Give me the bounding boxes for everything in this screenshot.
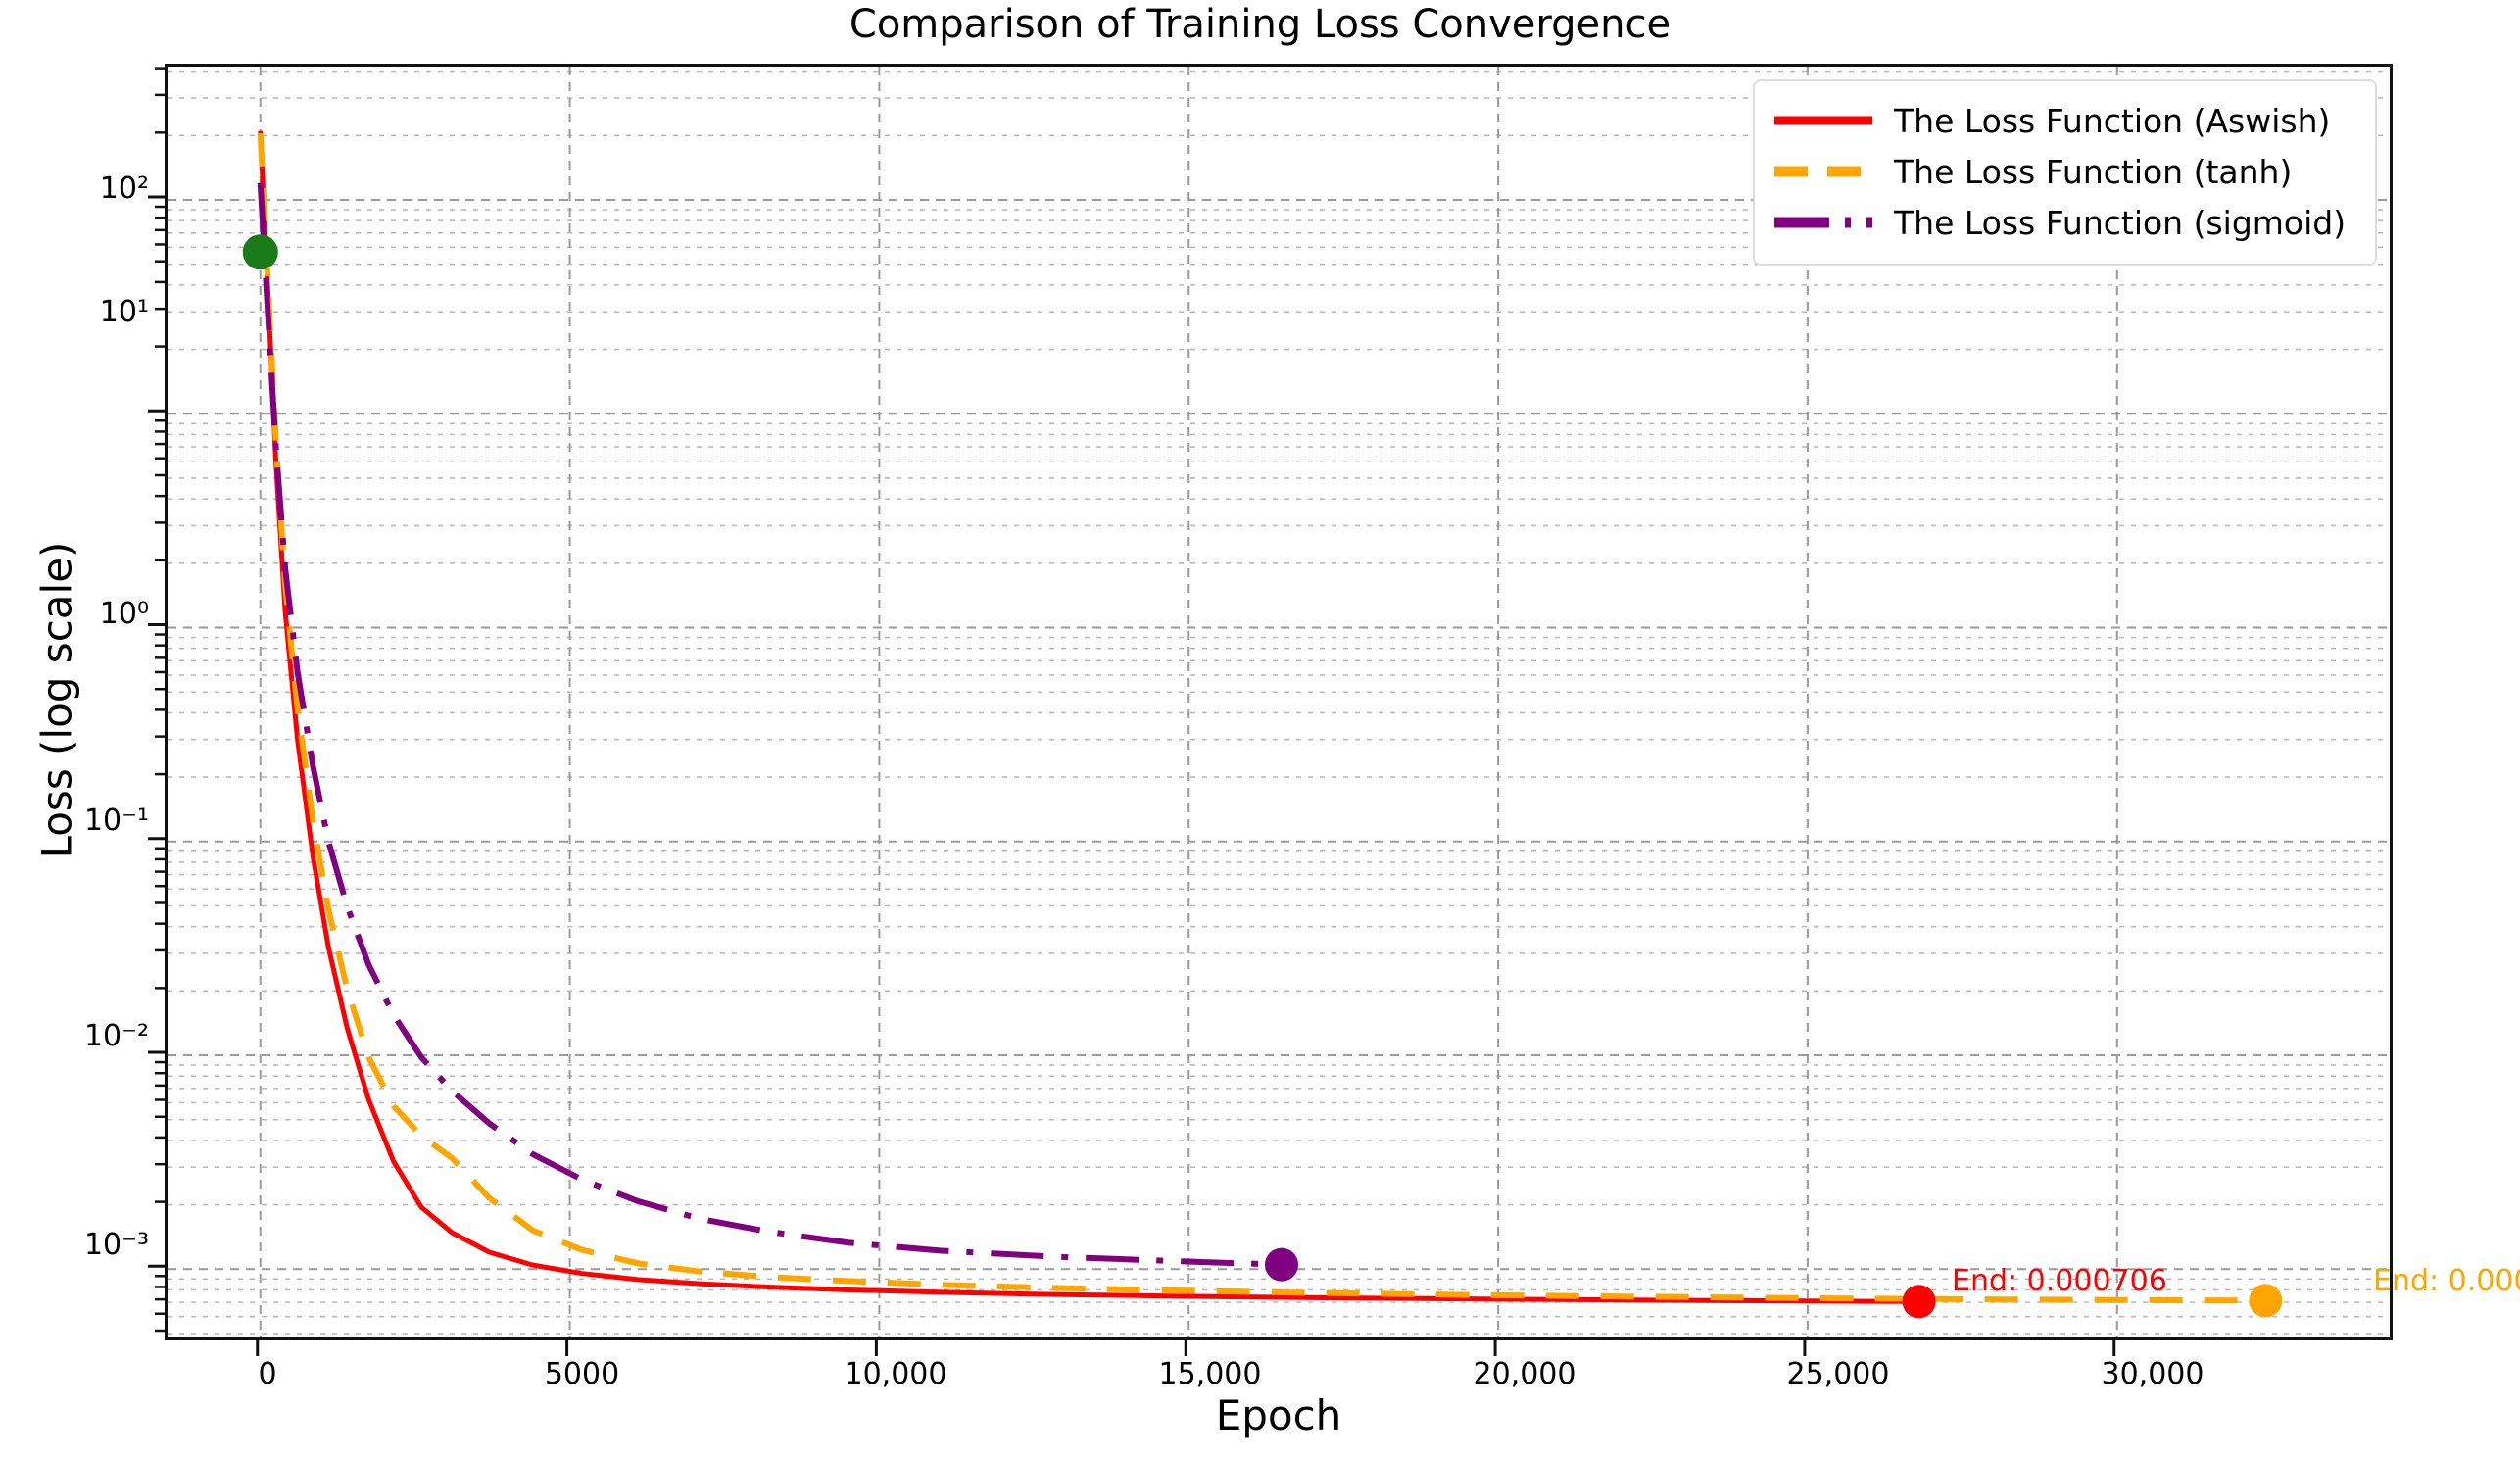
- legend-item-tanh[interactable]: The Loss Function (tanh): [1772, 146, 2357, 197]
- legend-label-sigmoid: The Loss Function (sigmoid): [1894, 203, 2347, 242]
- ytick-label-0p001: 10⁻³: [83, 1228, 149, 1262]
- legend-swatch-aswish: [1772, 106, 1874, 135]
- end-annotation-aswish: End: 0.000706: [1952, 1264, 2167, 1298]
- end-annotation-tanh: End: 0.000713: [2373, 1264, 2520, 1298]
- xtick-label-10000: 10,000: [844, 1357, 947, 1391]
- start-marker: [242, 234, 278, 270]
- legend-label-aswish: The Loss Function (Aswish): [1894, 101, 2331, 140]
- xtick-label-0: 0: [258, 1357, 277, 1391]
- end-marker-1: [2249, 1284, 2283, 1318]
- legend-item-aswish[interactable]: The Loss Function (Aswish): [1772, 95, 2357, 146]
- xtick-label-15000: 15,000: [1158, 1357, 1262, 1391]
- legend-label-tanh: The Loss Function (tanh): [1894, 152, 2293, 191]
- y-axis-label: Loss (log scale): [32, 541, 81, 859]
- legend-swatch-sigmoid: [1772, 208, 1874, 237]
- end-marker-0: [1902, 1285, 1936, 1319]
- ytick-label-100: 10²: [99, 171, 149, 206]
- ytick-label-0p01: 10⁻²: [83, 1019, 149, 1053]
- plot-area: [165, 64, 2393, 1340]
- xtick-label-25000: 25,000: [1786, 1357, 1890, 1391]
- series-line-0: [258, 130, 1919, 1304]
- xtick-label-30000: 30,000: [2101, 1357, 2205, 1391]
- series-lines: [257, 130, 2266, 1304]
- ytick-label-10: 10¹: [99, 295, 149, 329]
- data-point-markers: [242, 234, 2283, 1319]
- ytick-label-1: 10⁰: [99, 597, 149, 631]
- ytick-label-0p1: 10⁻¹: [83, 803, 149, 838]
- chart-title: Comparison of Training Loss Convergence: [848, 2, 1672, 47]
- end-marker-2: [1265, 1247, 1298, 1282]
- xtick-label-20000: 20,000: [1473, 1357, 1576, 1391]
- chart-legend[interactable]: The Loss Function (Aswish) The Loss Func…: [1753, 79, 2377, 266]
- legend-item-sigmoid[interactable]: The Loss Function (sigmoid): [1772, 197, 2357, 248]
- x-axis-label: Epoch: [1215, 1391, 1342, 1439]
- xtick-label-5000: 5000: [544, 1357, 620, 1391]
- series-line-2: [257, 182, 1283, 1268]
- series-line-1: [257, 132, 2266, 1304]
- legend-swatch-tanh: [1772, 157, 1874, 186]
